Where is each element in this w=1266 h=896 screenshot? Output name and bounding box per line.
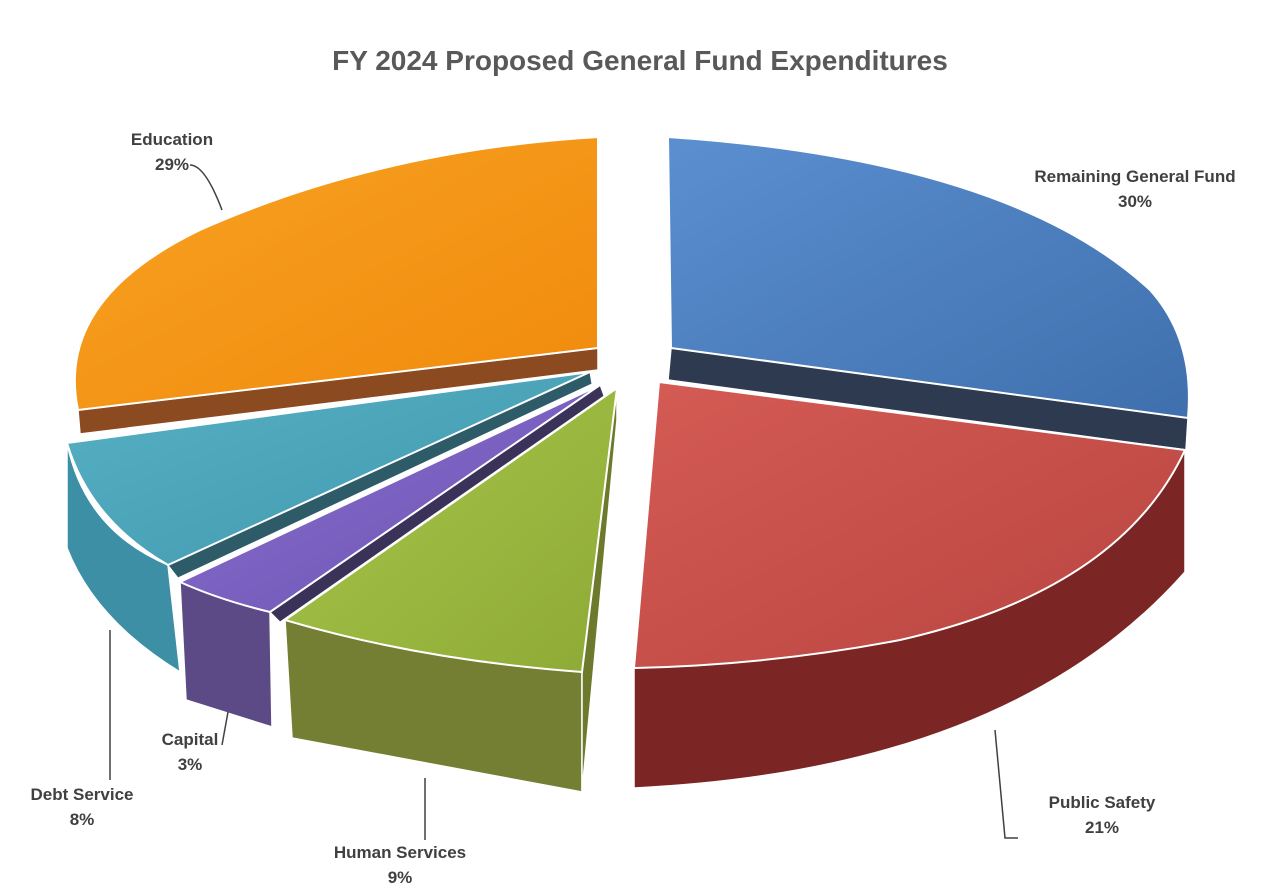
- slice-debt-service: [65, 371, 591, 567]
- slice-remaining-general-fund: [666, 135, 1190, 420]
- label-name-public-safety: Public Safety: [1049, 793, 1156, 812]
- label-name-capital: Capital: [162, 730, 219, 749]
- leader-line-public-safety: [994, 729, 1018, 839]
- label-name-debt-service: Debt Service: [31, 785, 134, 804]
- slice-human-services: [282, 385, 619, 674]
- leader-line-education: [189, 164, 223, 211]
- label-name-education: Education: [131, 130, 213, 149]
- chart-title: FY 2024 Proposed General Fund Expenditur…: [332, 45, 948, 76]
- label-value-capital: 3%: [178, 755, 203, 774]
- slice-capital: [177, 384, 601, 614]
- label-value-education: 29%: [155, 155, 189, 174]
- leader-line-capital: [221, 711, 229, 746]
- slice-education: [73, 135, 599, 412]
- label-name-remaining-general-fund: Remaining General Fund: [1034, 167, 1235, 186]
- label-value-debt-service: 8%: [70, 810, 95, 829]
- label-value-remaining-general-fund: 30%: [1118, 192, 1152, 211]
- slice-public-safety: [632, 380, 1187, 670]
- label-value-public-safety: 21%: [1085, 818, 1119, 837]
- slice-side-debt-service: [66, 442, 181, 674]
- label-name-human-services: Human Services: [334, 843, 466, 862]
- label-value-human-services: 9%: [388, 868, 413, 887]
